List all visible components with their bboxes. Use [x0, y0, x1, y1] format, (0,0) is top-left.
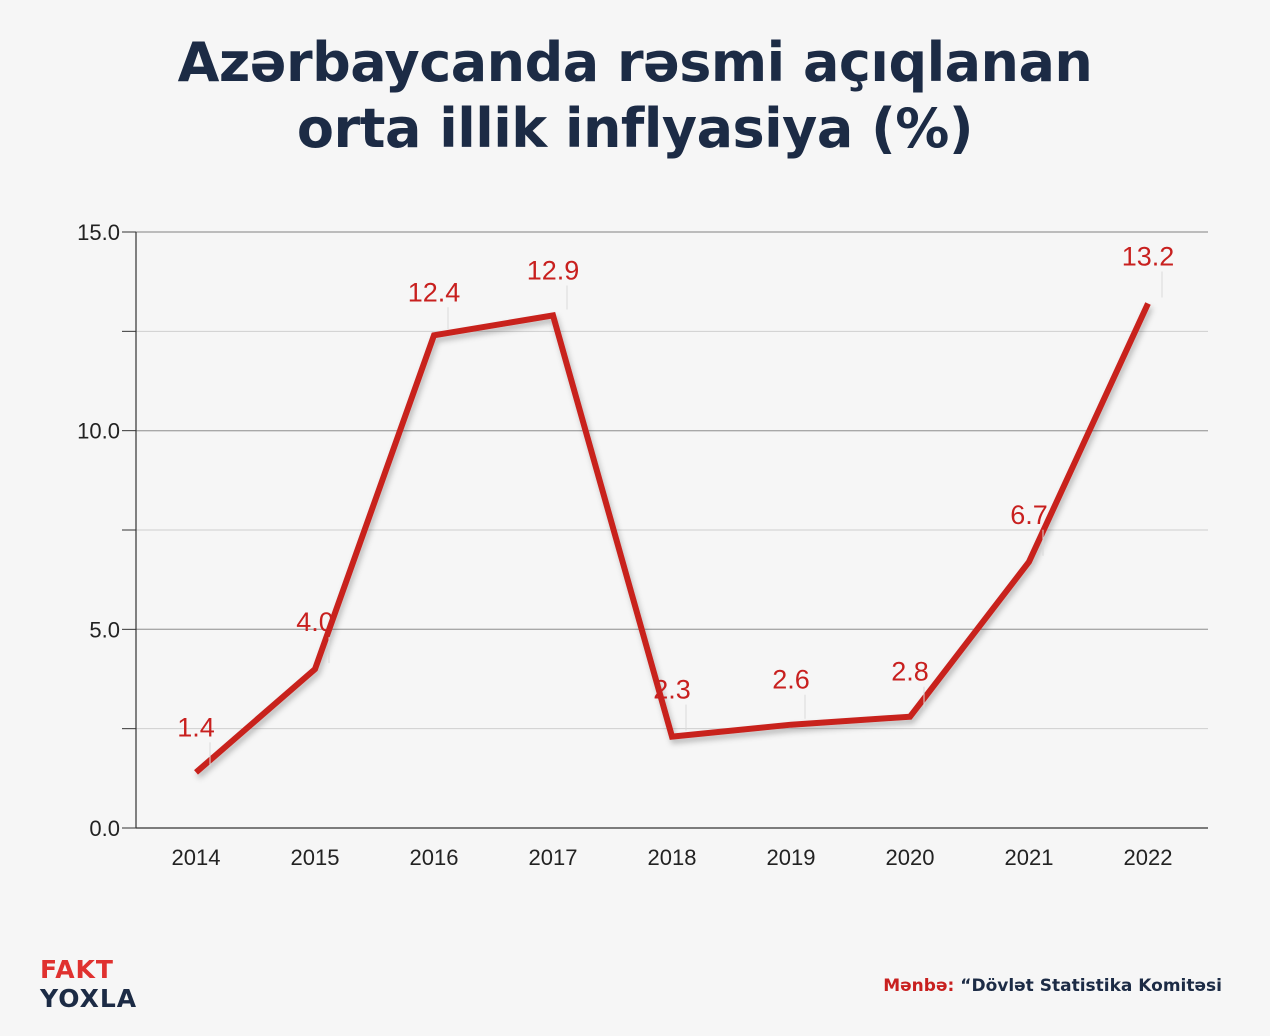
- data-label: 2.8: [891, 657, 929, 687]
- data-label: 2.6: [772, 665, 810, 695]
- logo-line-1: FAKT: [40, 955, 114, 984]
- source-text: “Dövlət Statistika Komitəsi: [960, 976, 1222, 996]
- data-label: 12.4: [408, 277, 461, 307]
- source-label: Mənbə:: [883, 976, 955, 996]
- inflation-series-line: [194, 302, 1151, 775]
- y-tick-label: 0.0: [89, 816, 120, 841]
- data-label: 6.7: [1010, 500, 1048, 530]
- x-tick-label: 2017: [529, 845, 578, 870]
- x-tick-label: 2019: [767, 845, 816, 870]
- data-label: 4.0: [296, 607, 334, 637]
- y-tick-label: 15.0: [77, 220, 120, 245]
- y-tick-label: 5.0: [89, 617, 120, 642]
- x-tick-label: 2015: [291, 845, 340, 870]
- x-tick-label: 2021: [1005, 845, 1054, 870]
- source-note: Mənbə: “Dövlət Statistika Komitəsi: [883, 976, 1222, 996]
- y-tick-label: 10.0: [77, 419, 120, 444]
- axes: 0.0 5.0 10.0 15.0 2014 2015 2016 2017 2018 2019 20…: [77, 220, 1208, 870]
- x-tick-label: 2014: [172, 845, 221, 870]
- x-tick-label: 2016: [410, 845, 459, 870]
- fakt-yoxla-logo: FAKT YOXLA: [40, 955, 137, 1013]
- data-label: 2.3: [653, 675, 691, 705]
- chart-title: Azərbaycanda rəsmi açıqlanan orta illik …: [0, 30, 1270, 162]
- logo-line-2: YOXLA: [40, 984, 138, 1013]
- grid-lines: [136, 231, 1208, 730]
- x-tick-label: 2018: [648, 845, 697, 870]
- x-tick-label: 2020: [886, 845, 935, 870]
- data-label: 1.4: [177, 712, 215, 742]
- chart-title-line-2: orta illik inflyasiya (%): [296, 97, 974, 160]
- series: [194, 302, 1151, 775]
- data-label: 12.9: [527, 255, 580, 285]
- data-label: 13.2: [1122, 242, 1175, 272]
- chart-title-line-1: Azərbaycanda rəsmi açıqlanan: [177, 31, 1093, 94]
- x-tick-label: 2022: [1124, 845, 1173, 870]
- data-labels: 1.4 4.0 12.4 12.9 2.3 2.6 2.8 6.7 13.2: [177, 242, 1174, 767]
